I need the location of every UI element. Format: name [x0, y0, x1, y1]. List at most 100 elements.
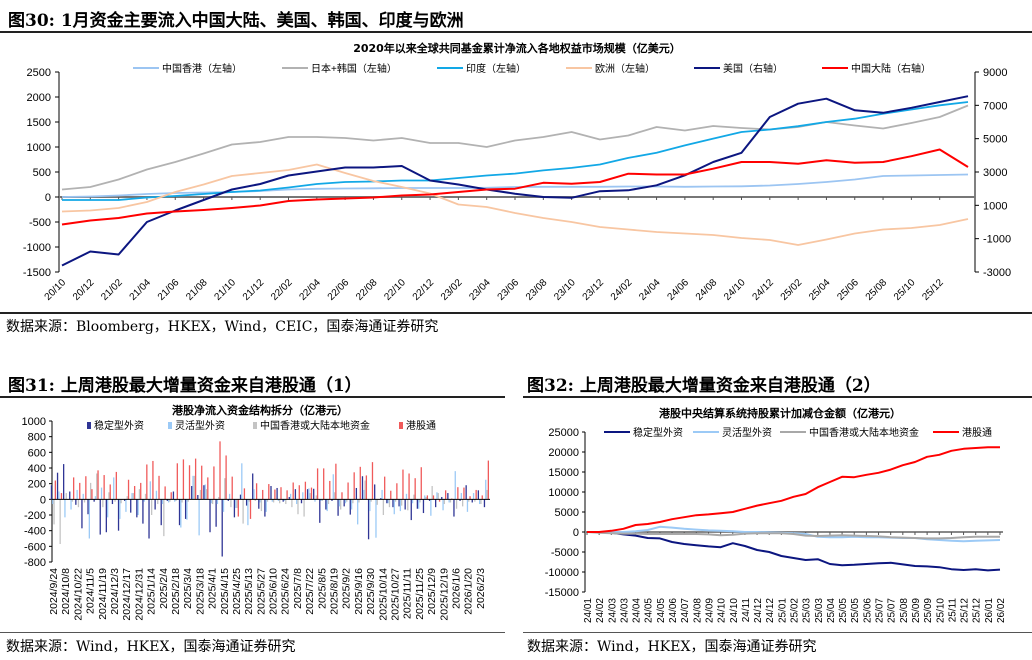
x-tick-label: 24/04	[637, 277, 663, 303]
bar-3	[170, 492, 172, 500]
bar-1	[131, 493, 133, 500]
y-tick-label: 600	[28, 447, 46, 459]
bar-3	[304, 481, 307, 500]
x-tick-label: 2025/11/25	[414, 568, 426, 620]
series-line-1	[587, 525, 1001, 543]
bar-1	[70, 499, 72, 510]
bar-2	[455, 499, 458, 509]
legend-label: 中国大陆（右轴）	[851, 62, 931, 75]
x-tick-label: 25/09	[923, 598, 934, 623]
x-tick-label: 25/10	[892, 277, 918, 303]
bar-2	[297, 499, 299, 515]
x-tick-label: 20/10	[43, 277, 69, 303]
bar-2	[71, 499, 73, 502]
bar-0	[380, 498, 382, 500]
x-tick-label: 2025/4/25	[231, 568, 243, 615]
bar-0	[166, 499, 168, 501]
bar-3	[72, 477, 75, 500]
x-tick-label: 2024/10/8	[60, 568, 72, 615]
bar-1	[216, 499, 219, 505]
bar-1	[125, 499, 127, 512]
bar-1	[137, 499, 139, 515]
bar-0	[252, 473, 254, 500]
bar-1	[375, 499, 377, 538]
x-tick-label: 23/10	[552, 277, 578, 303]
bar-1	[113, 477, 115, 500]
bar-2	[358, 499, 360, 503]
figure-32-source: 数据来源：Wind，HKEX，国泰海通证券研究	[527, 639, 817, 655]
bar-3	[414, 478, 416, 500]
legend-swatch	[399, 422, 403, 429]
bar-3	[225, 455, 227, 500]
bar-1	[289, 493, 292, 500]
bar-0	[337, 499, 339, 516]
bar-0	[471, 499, 473, 503]
bar-3	[432, 495, 435, 500]
x-tick-label: 25/04	[826, 598, 837, 623]
bar-0	[386, 499, 388, 504]
bar-3	[249, 499, 252, 519]
bar-0	[276, 487, 278, 500]
bar-3	[329, 480, 331, 500]
y-tick-label: 0	[40, 494, 46, 506]
bar-3	[201, 465, 203, 500]
x-tick-label: 23/12	[581, 277, 607, 303]
bar-2	[138, 489, 141, 500]
bar-3	[255, 483, 258, 500]
bar-1	[338, 499, 341, 507]
right-tick-label: 1000	[983, 200, 1007, 212]
series-line-3	[587, 446, 1000, 533]
x-tick-label: 24/11	[741, 598, 752, 623]
x-tick-label: 21/08	[184, 277, 210, 303]
bar-0	[294, 489, 297, 500]
x-tick-label: 2025/6/24	[280, 568, 292, 615]
bar-3	[475, 489, 477, 500]
x-tick-label: 24/12	[750, 277, 776, 303]
x-tick-label: 25/11	[947, 598, 958, 623]
bar-0	[392, 499, 394, 508]
bar-1	[210, 499, 212, 504]
x-tick-label: 2025/12/9	[426, 568, 438, 615]
bar-0	[172, 491, 175, 500]
bar-3	[396, 483, 398, 500]
bar-2	[254, 499, 256, 501]
bar-0	[306, 489, 309, 500]
x-tick-label: 24/06	[666, 277, 692, 303]
bar-2	[382, 499, 385, 515]
bar-3	[231, 476, 233, 500]
right-tick-label: -1000	[983, 234, 1011, 246]
bar-0	[69, 491, 71, 500]
bar-2	[291, 499, 293, 508]
bar-1	[314, 499, 316, 502]
x-tick-label: 25/08	[864, 277, 890, 303]
bar-0	[410, 499, 412, 521]
bar-2	[211, 499, 214, 505]
bar-2	[388, 499, 391, 508]
figure-30-title: 图30: 1月资金主要流入中国大陆、美国、韩国、印度与欧洲	[8, 11, 464, 31]
bar-0	[300, 499, 303, 504]
x-tick-label: 2025/4/15	[219, 568, 231, 615]
bar-1	[174, 499, 176, 502]
bar-2	[352, 499, 354, 504]
bar-3	[469, 496, 471, 500]
legend-swatch	[253, 422, 257, 429]
bar-2	[96, 473, 98, 500]
x-tick-label: 21/12	[241, 277, 267, 303]
y-tick-label: -600	[24, 541, 46, 553]
bar-3	[182, 459, 185, 500]
bar-1	[296, 499, 298, 505]
x-tick-label: 26/01	[984, 598, 995, 623]
bar-3	[140, 482, 142, 500]
bar-2	[370, 499, 372, 502]
bar-0	[264, 499, 266, 517]
bar-2	[413, 494, 415, 500]
bar-0	[441, 496, 443, 500]
bar-2	[266, 499, 269, 502]
bar-1	[363, 489, 365, 500]
bar-1	[344, 499, 347, 504]
bar-0	[319, 499, 321, 523]
figure-31-title: 图31: 上周港股最大增量资金来自港股通（1）	[8, 376, 362, 396]
x-tick-label: 2025/3/4	[182, 568, 194, 609]
x-tick-label: 2025/9/16	[353, 568, 365, 615]
series-line-1	[61, 104, 969, 191]
